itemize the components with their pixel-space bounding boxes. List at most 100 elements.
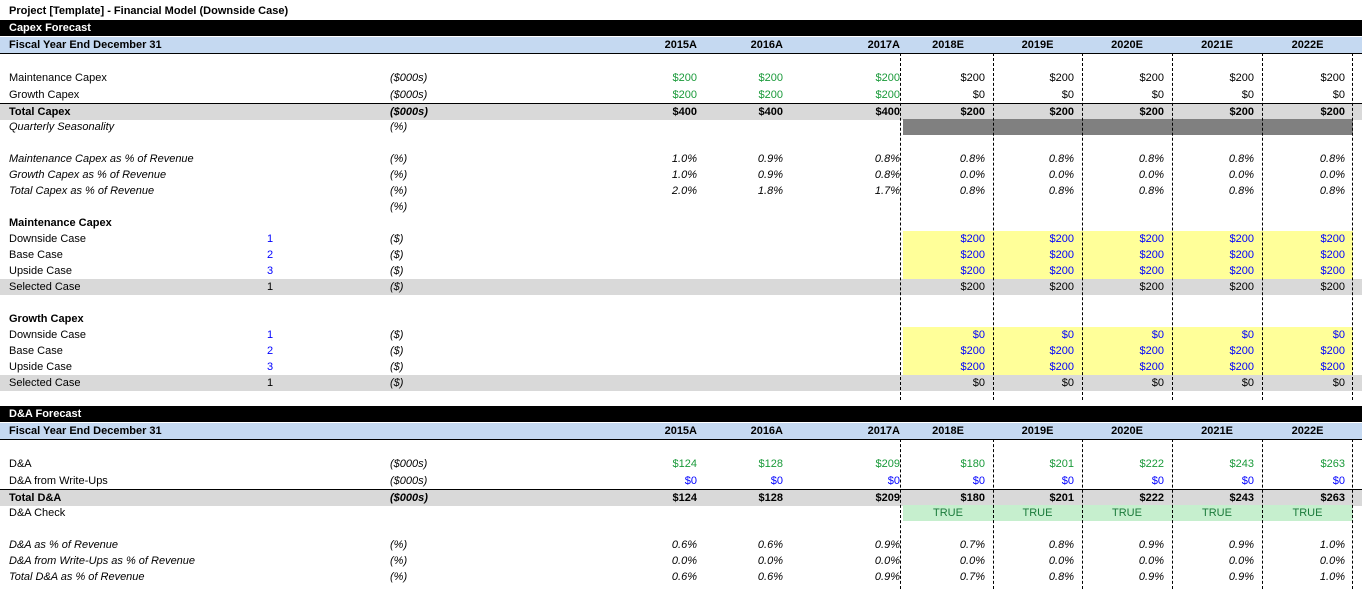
total-capex-row-value[interactable]: $200 (1229, 106, 1254, 118)
da-row-value[interactable]: $201 (1049, 458, 1074, 470)
maintenance-capex-case-value[interactable]: $200 (1320, 249, 1345, 261)
maintenance-capex-case-value[interactable]: $200 (1049, 249, 1074, 261)
da-check-value[interactable]: TRUE (903, 505, 993, 521)
maintenance-capex-case-value[interactable]: $200 (1320, 265, 1345, 277)
total-capex-row-value[interactable]: $200 (1139, 106, 1164, 118)
da-row-value[interactable]: $124 (672, 458, 697, 470)
total-da-row-value[interactable]: $263 (1320, 492, 1345, 504)
maintenance-capex-pct-row-value[interactable]: 0.8% (1048, 153, 1074, 165)
growth-capex-case-value[interactable]: $200 (1049, 361, 1074, 373)
growth-capex-case-value[interactable]: $200 (1320, 345, 1345, 357)
total-da-row-value[interactable]: $243 (1229, 492, 1254, 504)
growth-capex-case-value[interactable]: $0 (1151, 329, 1164, 341)
total-da-pct-row-value[interactable]: 0.8% (1048, 571, 1074, 583)
growth-capex-pct-row-value[interactable]: 0.0% (1228, 169, 1254, 181)
total-capex-pct-row-value[interactable]: 0.8% (959, 185, 985, 197)
growth-capex-case-value[interactable]: $0 (1332, 329, 1345, 341)
da-writeups-row-value[interactable]: $0 (1061, 475, 1074, 487)
total-capex-row-value[interactable]: $400 (875, 106, 900, 118)
total-da-pct-row-value[interactable]: 1.0% (1319, 571, 1345, 583)
growth-capex-pct-row-value[interactable]: 0.0% (1319, 169, 1345, 181)
maintenance-capex-case-value[interactable]: $200 (960, 249, 985, 261)
maintenance-capex-case-value[interactable]: $200 (1139, 265, 1164, 277)
maintenance-capex-case-value[interactable]: $200 (1320, 233, 1345, 245)
growth-capex-row-value[interactable]: $0 (1332, 89, 1345, 101)
maintenance-capex-case-value[interactable]: $200 (960, 265, 985, 277)
growth-capex-case-value[interactable]: $0 (1061, 329, 1074, 341)
total-da-row-value[interactable]: $180 (960, 492, 985, 504)
maintenance-capex-case-value[interactable]: $200 (1139, 249, 1164, 261)
total-da-pct-row-value[interactable]: 0.9% (1228, 571, 1254, 583)
da-pct-row-value[interactable]: 0.9% (1138, 539, 1164, 551)
da-pct-row-value[interactable]: 0.9% (1228, 539, 1254, 551)
maintenance-capex-selected-value[interactable]: $200 (1229, 281, 1254, 293)
maintenance-capex-selected-value[interactable]: $200 (1049, 281, 1074, 293)
growth-capex-pct-row-value[interactable]: 0.0% (1048, 169, 1074, 181)
da-row-value[interactable]: $128 (758, 458, 783, 470)
da-pct-row-value[interactable]: 0.9% (874, 539, 900, 551)
maintenance-capex-pct-row-value[interactable]: 1.0% (671, 153, 697, 165)
maintenance-capex-row-value[interactable]: $200 (960, 72, 985, 84)
maintenance-capex-case-value[interactable]: $200 (1229, 249, 1254, 261)
total-capex-pct-row-value[interactable]: 0.8% (1319, 185, 1345, 197)
maintenance-capex-pct-row-value[interactable]: 0.9% (757, 153, 783, 165)
maintenance-capex-case-value[interactable]: $200 (1139, 233, 1164, 245)
da-writeups-row-value[interactable]: $0 (684, 475, 697, 487)
growth-capex-case-value[interactable]: $200 (1139, 361, 1164, 373)
growth-capex-case-code[interactable]: 2 (266, 345, 274, 357)
total-da-row-value[interactable]: $222 (1139, 492, 1164, 504)
total-da-row-value[interactable]: $128 (758, 492, 783, 504)
growth-capex-pct-row-value[interactable]: 0.0% (959, 169, 985, 181)
maintenance-capex-selected-value[interactable]: $200 (1139, 281, 1164, 293)
total-da-row-value[interactable]: $209 (875, 492, 900, 504)
da-check-value[interactable]: TRUE (993, 505, 1082, 521)
total-capex-row-value[interactable]: $200 (960, 106, 985, 118)
growth-capex-row-value[interactable]: $0 (1061, 89, 1074, 101)
growth-capex-selected-value[interactable]: $0 (1241, 377, 1254, 389)
total-capex-pct-row-value[interactable]: 0.8% (1048, 185, 1074, 197)
total-capex-row-value[interactable]: $400 (672, 106, 697, 118)
total-capex-pct-row-value[interactable]: 1.7% (874, 185, 900, 197)
maintenance-capex-case-value[interactable]: $200 (1049, 233, 1074, 245)
maintenance-capex-selected-value[interactable]: $200 (960, 281, 985, 293)
growth-capex-selected-value[interactable]: $0 (972, 377, 985, 389)
maintenance-capex-row-value[interactable]: $200 (758, 72, 783, 84)
maintenance-capex-selected-value[interactable]: $200 (1320, 281, 1345, 293)
total-da-row-value[interactable]: $124 (672, 492, 697, 504)
growth-capex-case-value[interactable]: $200 (1049, 345, 1074, 357)
total-capex-row-value[interactable]: $400 (758, 106, 783, 118)
maintenance-capex-case-value[interactable]: $200 (960, 233, 985, 245)
da-writeups-row-value[interactable]: $0 (887, 475, 900, 487)
maintenance-capex-case-code[interactable]: 1 (266, 233, 274, 245)
total-capex-pct-row-value[interactable]: 0.8% (1228, 185, 1254, 197)
total-da-pct-row-value[interactable]: 0.6% (757, 571, 783, 583)
maintenance-capex-pct-row-value[interactable]: 0.8% (959, 153, 985, 165)
total-da-pct-row-value[interactable]: 0.7% (959, 571, 985, 583)
total-capex-pct-row-value[interactable]: 2.0% (671, 185, 697, 197)
da-writeups-row-value[interactable]: $0 (1151, 475, 1164, 487)
maintenance-capex-case-value[interactable]: $200 (1229, 233, 1254, 245)
growth-capex-row-value[interactable]: $200 (875, 89, 900, 101)
total-da-pct-row-value[interactable]: 0.9% (874, 571, 900, 583)
growth-capex-selected-value[interactable]: $0 (1061, 377, 1074, 389)
da-writeups-row-value[interactable]: $0 (770, 475, 783, 487)
da-row-value[interactable]: $243 (1229, 458, 1254, 470)
da-check-value[interactable]: TRUE (1172, 505, 1262, 521)
da-check-value[interactable]: TRUE (1082, 505, 1172, 521)
growth-capex-case-value[interactable]: $200 (960, 361, 985, 373)
da-pct-row-value[interactable]: 0.7% (959, 539, 985, 551)
da-row-value[interactable]: $263 (1320, 458, 1345, 470)
da-row-value[interactable]: $222 (1139, 458, 1164, 470)
growth-capex-pct-row-value[interactable]: 1.0% (671, 169, 697, 181)
growth-capex-case-code[interactable]: 3 (266, 361, 274, 373)
growth-capex-case-value[interactable]: $0 (1241, 329, 1254, 341)
total-capex-row-value[interactable]: $200 (1049, 106, 1074, 118)
growth-capex-row-value[interactable]: $0 (1241, 89, 1254, 101)
da-writeups-pct-row-value[interactable]: 0.0% (1048, 555, 1074, 567)
maintenance-capex-case-value[interactable]: $200 (1229, 265, 1254, 277)
growth-capex-pct-row-value[interactable]: 0.9% (757, 169, 783, 181)
growth-capex-case-value[interactable]: $200 (1320, 361, 1345, 373)
growth-capex-case-value[interactable]: $0 (972, 329, 985, 341)
maintenance-capex-case-code[interactable]: 3 (266, 265, 274, 277)
maintenance-capex-row-value[interactable]: $200 (1139, 72, 1164, 84)
